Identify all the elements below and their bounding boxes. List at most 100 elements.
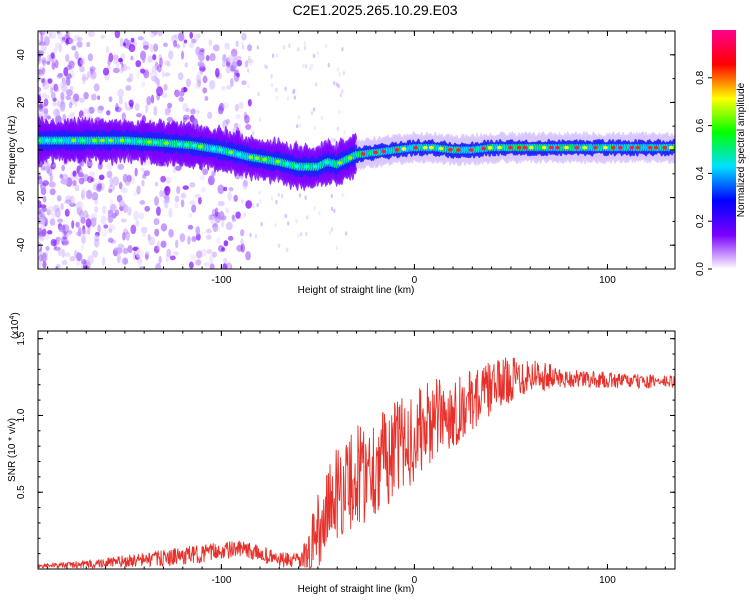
heat-speck bbox=[82, 79, 86, 85]
heat-speck bbox=[303, 45, 307, 51]
heat-max bbox=[248, 155, 254, 159]
heat-speck bbox=[149, 43, 154, 53]
heat-speck bbox=[249, 232, 252, 238]
heat-speck bbox=[204, 95, 209, 101]
heat-speck bbox=[236, 72, 240, 78]
heat-speck bbox=[109, 177, 114, 188]
colorbar-tick-label: 0.6 bbox=[695, 118, 706, 132]
heat-speck bbox=[46, 54, 51, 62]
heat-speck bbox=[292, 90, 295, 95]
heat-speck bbox=[182, 117, 188, 123]
heat-speck bbox=[244, 60, 249, 68]
heat-speck bbox=[61, 179, 68, 185]
heat-speck bbox=[58, 43, 63, 49]
heat-speck bbox=[189, 41, 195, 49]
heat-speck bbox=[297, 47, 300, 52]
heat-speck bbox=[222, 119, 229, 129]
heat-speck bbox=[252, 203, 255, 208]
heat-speck bbox=[160, 223, 168, 232]
heat-speck bbox=[53, 204, 60, 212]
heat-speck bbox=[115, 247, 123, 254]
heat-speck bbox=[218, 210, 225, 221]
heat-speck bbox=[80, 189, 86, 200]
heat-speck bbox=[139, 200, 146, 205]
heat-speck bbox=[118, 181, 123, 190]
heat-speck bbox=[185, 115, 190, 123]
heat-speck bbox=[49, 188, 56, 196]
heat-speck bbox=[167, 102, 173, 109]
heat-speck bbox=[241, 32, 247, 41]
heat-speck bbox=[107, 209, 114, 214]
heat-speck bbox=[195, 46, 201, 56]
heat-speck bbox=[78, 172, 84, 178]
heat-max bbox=[44, 138, 50, 143]
heat-speck bbox=[56, 109, 60, 118]
heat-speck bbox=[102, 67, 110, 76]
heat-speck bbox=[69, 255, 76, 262]
heat-speck bbox=[251, 130, 255, 136]
heat-speck bbox=[106, 170, 113, 179]
heat-speck bbox=[178, 96, 184, 102]
heat-speck bbox=[196, 250, 203, 259]
heat-speck bbox=[135, 248, 141, 259]
heat-speck bbox=[233, 194, 238, 202]
heat-speck bbox=[164, 200, 169, 209]
heat-speck bbox=[271, 53, 275, 58]
heat-max bbox=[438, 146, 444, 151]
heat-speck bbox=[38, 258, 41, 268]
heat-speck bbox=[50, 238, 57, 247]
heat-speck bbox=[201, 187, 206, 193]
heat-speck bbox=[194, 81, 201, 90]
heat-speck bbox=[94, 206, 99, 213]
heat-max bbox=[218, 148, 224, 152]
heat-speck bbox=[72, 179, 77, 186]
heat-speck bbox=[239, 229, 245, 237]
spectrogram-xtick-label: 0 bbox=[412, 275, 418, 286]
spectrogram-xtick-label: 100 bbox=[599, 275, 616, 286]
heat-max bbox=[528, 145, 534, 150]
spectrogram-panel: -100 0 100 -40 -20 0 20 40 Height of straight l… bbox=[7, 30, 676, 296]
colorbar-tick-label: 0.0 bbox=[695, 262, 706, 276]
heat-speck bbox=[338, 109, 341, 115]
heat-speck bbox=[148, 236, 155, 246]
heat-speck bbox=[258, 190, 261, 195]
heat-max bbox=[284, 162, 290, 166]
heat-speck bbox=[154, 196, 159, 207]
heat-max bbox=[184, 142, 190, 147]
heat-speck bbox=[62, 224, 70, 234]
heat-speck bbox=[42, 31, 48, 38]
heat-speck bbox=[235, 40, 239, 48]
heat-speck bbox=[225, 207, 230, 214]
heat-speck bbox=[150, 94, 155, 104]
heat-speck bbox=[100, 215, 107, 226]
heat-speck bbox=[288, 43, 291, 48]
heat-speck bbox=[141, 53, 146, 64]
heat-speck bbox=[254, 234, 258, 239]
snr-ytick-label: 1.5 bbox=[16, 331, 27, 345]
heat-max bbox=[508, 145, 513, 150]
heat-speck bbox=[187, 235, 191, 245]
heat-speck bbox=[330, 193, 334, 199]
heat-speck bbox=[223, 240, 229, 247]
spectrogram-xlabel: Height of straight line (km) bbox=[298, 285, 415, 296]
heat-speck bbox=[235, 113, 241, 120]
heat-speck bbox=[240, 215, 243, 220]
heat-speck bbox=[108, 184, 115, 192]
heat-max bbox=[337, 161, 343, 165]
heat-speck bbox=[207, 111, 213, 120]
heat-speck bbox=[49, 218, 56, 226]
heat-max bbox=[58, 138, 64, 143]
colorbar-gradient bbox=[712, 30, 736, 269]
heat-speck bbox=[213, 225, 221, 232]
heat-speck bbox=[180, 50, 185, 60]
heat-speck bbox=[196, 109, 200, 115]
heat-speck bbox=[222, 102, 229, 110]
heat-speck bbox=[244, 114, 250, 124]
heat-speck bbox=[283, 213, 286, 219]
heat-speck bbox=[108, 52, 114, 63]
heat-speck bbox=[165, 106, 171, 116]
heat-speck bbox=[188, 212, 193, 219]
heat-speck bbox=[166, 116, 174, 123]
snr-ticks: -100 0 100 0.5 1.0 1.5 bbox=[16, 331, 675, 586]
